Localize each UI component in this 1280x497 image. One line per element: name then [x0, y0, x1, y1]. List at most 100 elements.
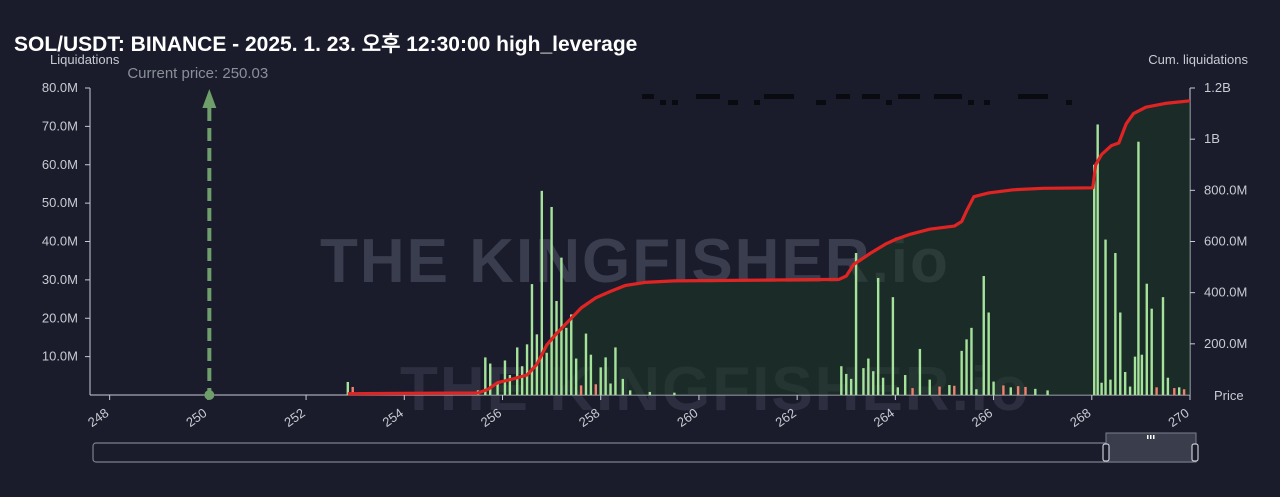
long-liquidation-bar — [673, 392, 676, 395]
long-liquidation-bar — [540, 190, 543, 395]
long-liquidation-bar — [621, 378, 625, 395]
long-liquidation-bar — [845, 373, 848, 395]
right-tick-label: 800.0M — [1204, 182, 1247, 197]
long-liquidation-bar — [891, 297, 895, 395]
x-axis-title: Price — [1214, 388, 1244, 403]
long-liquidation-bar — [1133, 356, 1137, 395]
long-liquidation-bar — [346, 381, 350, 395]
long-liquidation-bar — [1046, 390, 1049, 395]
long-liquidation-bar — [872, 371, 875, 395]
short-liquidation-bar — [1002, 385, 1005, 395]
long-liquidation-bar — [555, 300, 558, 395]
current-price-dot — [204, 390, 215, 400]
cumulative-line — [347, 99, 1191, 396]
x-tick-label: 250 — [183, 405, 209, 430]
long-liquidation-bar — [1161, 297, 1165, 395]
long-liquidation-bar — [565, 327, 568, 395]
short-liquidation-bar — [579, 385, 583, 395]
long-liquidation-bar — [489, 363, 492, 395]
current-price-marker: Current price: 250.03 — [127, 65, 268, 400]
range-slider[interactable] — [92, 432, 1199, 463]
left-tick-label: 30.0M — [42, 272, 78, 287]
long-liquidation-bar — [965, 339, 968, 395]
long-liquidation-bar — [881, 377, 885, 395]
long-liquidation-bar — [516, 347, 519, 395]
short-liquidation-bar — [1024, 386, 1027, 395]
long-liquidation-bar — [648, 391, 652, 395]
left-tick-label: 70.0M — [42, 118, 78, 133]
long-liquidation-bar — [604, 357, 607, 395]
x-tick-label: 248 — [85, 405, 111, 430]
short-liquidation-bar — [938, 386, 941, 395]
long-liquidation-bar — [1100, 382, 1103, 395]
long-liquidation-bar — [530, 284, 534, 395]
current-price-arrow — [202, 89, 217, 108]
right-tick-label: 600.0M — [1204, 234, 1247, 249]
long-liquidation-bar — [628, 390, 632, 395]
long-liquidation-bar — [1145, 283, 1148, 395]
chart-title: SOL/USDT: BINANCE - 2025. 1. 23. 오후 12:3… — [14, 33, 638, 56]
short-liquidation-bar — [1173, 388, 1176, 395]
long-liquidation-bar — [1104, 239, 1107, 395]
legend-obscured — [642, 94, 1072, 105]
bars-group — [346, 124, 1186, 396]
right-tick-label: 1.2B — [1204, 80, 1231, 95]
long-liquidation-bar — [496, 381, 499, 395]
long-liquidation-bar — [1166, 377, 1170, 395]
long-liquidation-bar — [1137, 141, 1140, 395]
long-liquidation-bar — [1128, 386, 1132, 395]
long-liquidation-bar — [1119, 312, 1122, 395]
long-liquidation-bar — [928, 379, 931, 395]
right-tick-label: 200.0M — [1204, 336, 1247, 351]
long-liquidation-bar — [484, 357, 487, 395]
long-liquidation-bar — [1009, 387, 1012, 395]
long-liquidation-bar — [609, 383, 612, 395]
range-slider-track[interactable] — [92, 442, 1197, 463]
long-liquidation-bar — [862, 368, 865, 395]
long-liquidation-bar — [589, 354, 593, 395]
cumulative-fill-area — [347, 100, 1190, 396]
left-tick-label: 60.0M — [42, 157, 78, 172]
range-slider-right-handle[interactable] — [1191, 443, 1199, 462]
short-liquidation-bar — [1016, 386, 1020, 395]
long-liquidation-bar — [614, 347, 617, 395]
long-liquidation-bar — [1109, 379, 1112, 395]
long-liquidation-bar — [574, 358, 578, 395]
x-tick-label: 268 — [1067, 405, 1093, 430]
long-liquidation-bar — [508, 375, 512, 395]
long-liquidation-bar — [1093, 164, 1096, 395]
long-liquidation-bar — [876, 277, 880, 395]
long-liquidation-bar — [982, 276, 985, 395]
long-liquidation-bar — [545, 352, 548, 395]
current-price-label: Current price: 250.03 — [127, 65, 268, 82]
right-tick-label: 1B — [1204, 131, 1220, 146]
long-liquidation-bar — [867, 358, 870, 395]
long-liquidation-bar — [584, 333, 588, 395]
long-liquidation-bar — [854, 253, 858, 395]
long-liquidation-bar — [903, 375, 907, 395]
long-liquidation-bar — [975, 389, 978, 395]
range-slider-left-handle[interactable] — [1102, 443, 1110, 462]
range-slider-grip[interactable] — [1147, 435, 1155, 439]
long-liquidation-bar — [570, 314, 573, 395]
long-liquidation-bar — [948, 385, 951, 395]
short-liquidation-bar — [351, 386, 354, 395]
left-tick-label: 40.0M — [42, 234, 78, 249]
long-liquidation-bar — [992, 381, 995, 395]
x-tick-label: 252 — [281, 405, 307, 430]
long-liquidation-bar — [520, 366, 524, 395]
long-liquidation-bar — [1123, 371, 1127, 395]
short-liquidation-bar — [953, 385, 956, 395]
long-liquidation-bar — [840, 366, 843, 395]
long-liquidation-bar — [987, 312, 990, 395]
short-liquidation-bar — [594, 384, 598, 395]
long-liquidation-bar — [1096, 124, 1099, 396]
long-liquidation-bar — [503, 360, 507, 395]
long-liquidation-bar — [896, 387, 900, 395]
x-tick-label: 270 — [1165, 405, 1191, 430]
left-axis-title: Liquidations — [50, 52, 120, 67]
long-liquidation-bar — [970, 327, 973, 395]
long-liquidation-bar — [1150, 308, 1153, 395]
long-liquidation-bar — [599, 367, 602, 395]
long-liquidation-bar — [960, 350, 963, 395]
